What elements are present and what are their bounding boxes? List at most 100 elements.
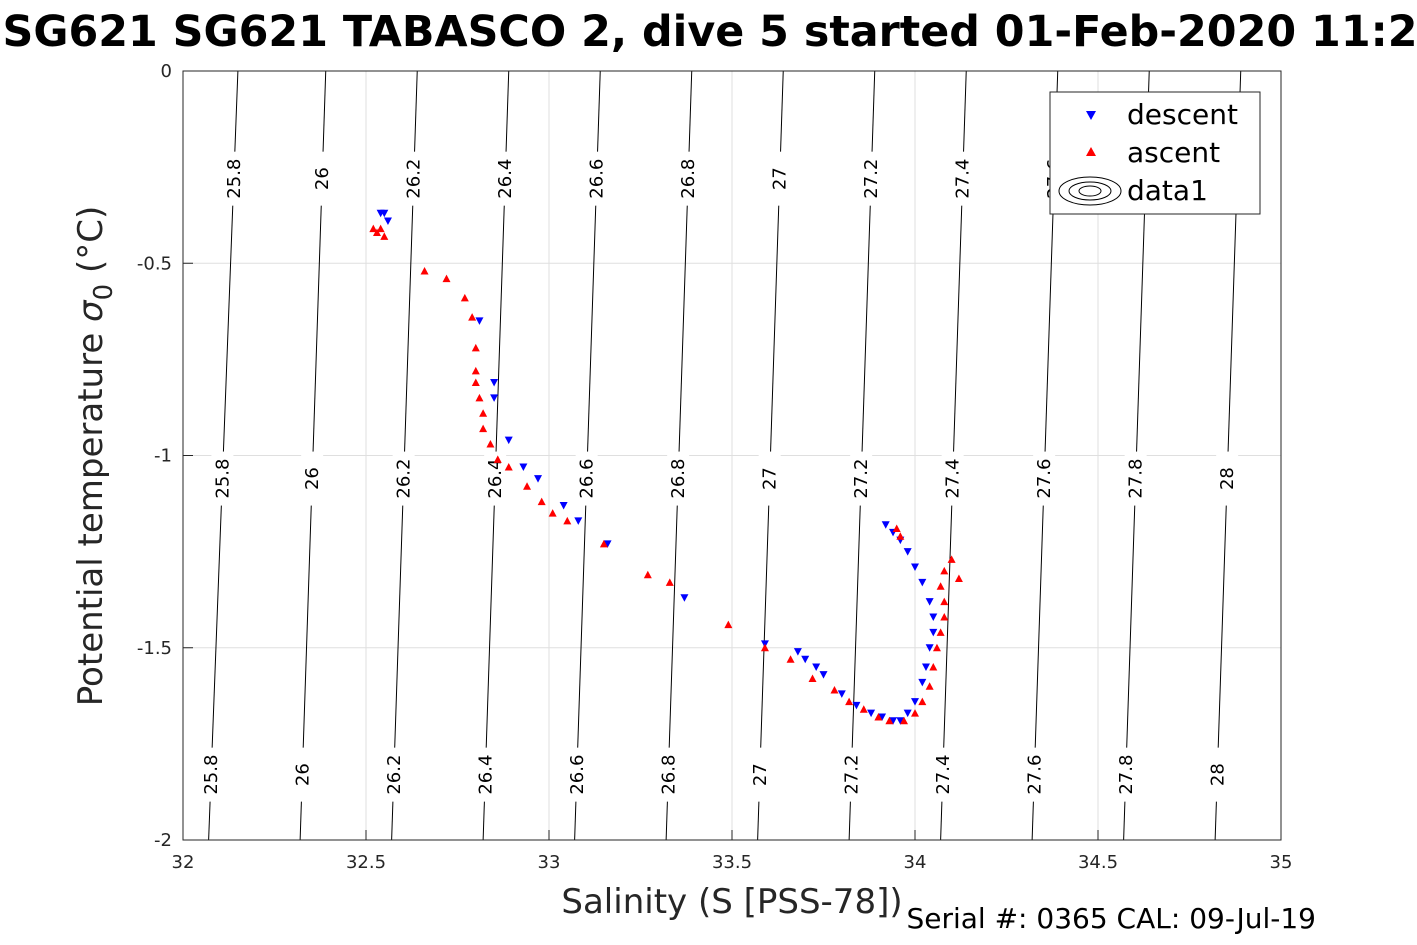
- descent-point: [793, 648, 802, 656]
- contour-label: 28: [1207, 763, 1228, 786]
- contour-label-gap: [565, 747, 588, 802]
- x-tick-label: 34: [904, 852, 927, 873]
- descent-point: [801, 655, 810, 664]
- descent-point: [852, 701, 861, 710]
- contour-label-gap: [941, 451, 964, 506]
- ascent-point: [442, 274, 451, 283]
- contour-label-gap: [1124, 451, 1147, 506]
- y-axis-label-main: Potential temperature: [71, 322, 111, 706]
- contour-label-gap: [860, 151, 883, 206]
- ascent-point: [479, 424, 488, 433]
- descent-point: [519, 463, 528, 472]
- y-axis-label-unit: (°C): [71, 206, 111, 284]
- chart-title: SG621 SG621 TABASCO 2, dive 5 started 01…: [3, 7, 1417, 57]
- contour-label-gap: [931, 747, 954, 802]
- descent-point: [490, 378, 499, 387]
- y-tick-label: 0: [161, 61, 172, 82]
- contour-label: 25.8: [224, 159, 245, 199]
- descent-point: [896, 717, 905, 725]
- ascent-point: [885, 716, 894, 725]
- contour-label-gap: [484, 451, 507, 506]
- ascent-point: [479, 409, 488, 417]
- contour-label-gap: [402, 151, 425, 206]
- contour-label-gap: [474, 747, 497, 802]
- x-tick-label: 33: [538, 852, 561, 873]
- ascent-point: [940, 612, 949, 621]
- descent-point: [889, 717, 898, 725]
- descent-point: [878, 713, 887, 721]
- contour-label-gap: [311, 151, 334, 206]
- contour-label: 27.2: [841, 755, 862, 795]
- ascent-point: [460, 293, 469, 302]
- ascent-point: [548, 509, 557, 517]
- descent-point: [929, 613, 938, 621]
- y-tick-label: -2: [154, 830, 172, 851]
- ascent-point: [523, 482, 532, 490]
- ascent-point: [471, 378, 480, 386]
- x-tick-label: 32.5: [346, 852, 386, 873]
- contour-label: 27: [760, 467, 781, 490]
- contour-label: 27.4: [943, 459, 964, 499]
- contour-label-gap: [211, 451, 234, 506]
- ascent-point: [760, 643, 769, 652]
- x-tick-label: 35: [1270, 852, 1293, 873]
- x-axis: 32 32.5 33 33.5 34 34.5 35: [172, 830, 1293, 873]
- contour-label: 26: [292, 763, 313, 786]
- contour-label: 26.4: [475, 755, 496, 795]
- legend-descent-label: descent: [1127, 98, 1238, 131]
- contour-label: 25.8: [201, 755, 222, 795]
- y-tick-label: -0.5: [137, 253, 172, 274]
- contour-label-gap: [291, 747, 314, 802]
- ascent-point: [475, 393, 484, 402]
- contour-label: 27.2: [861, 159, 882, 199]
- contour-label-gap: [382, 747, 405, 802]
- contour-label: 26.4: [485, 459, 506, 499]
- ascent-point: [376, 224, 385, 233]
- contour-label: 26.2: [404, 159, 425, 199]
- contour-label: 27.8: [1126, 459, 1147, 499]
- ascent-point: [493, 455, 502, 463]
- descent-point: [911, 563, 919, 572]
- ascent-point: [929, 662, 938, 671]
- contour-label-gap: [494, 151, 517, 206]
- contour-label-gap: [768, 151, 791, 206]
- ascent-point: [845, 697, 854, 706]
- contour-label: 26.4: [495, 159, 516, 199]
- ascent-point: [380, 232, 389, 240]
- contour-label-gap: [200, 747, 223, 802]
- contour-label: 26.2: [394, 459, 415, 499]
- ascent-point: [918, 697, 927, 706]
- ascent-point: [471, 366, 480, 375]
- contour-label: 27.2: [851, 459, 872, 499]
- descent-point: [903, 709, 912, 718]
- descent-point: [925, 598, 934, 606]
- contour-label-gap: [1023, 747, 1046, 802]
- descent-point: [680, 594, 689, 602]
- contour-label: 27.4: [953, 159, 974, 199]
- descent-point: [383, 217, 392, 225]
- x-tick-label: 34.5: [1078, 852, 1118, 873]
- contour-label-gap: [1033, 451, 1056, 506]
- ascent-point: [537, 497, 546, 506]
- contour-label: 26.6: [567, 755, 588, 795]
- contour-label-gap: [575, 451, 598, 506]
- ascent-point: [486, 439, 495, 448]
- ascent-point: [940, 566, 949, 575]
- contour-label-gap: [677, 151, 700, 206]
- serial-cal-footer: Serial #: 0365 CAL: 09-Jul-19: [906, 902, 1316, 935]
- descent-point: [918, 678, 927, 687]
- contour-label: 27.6: [1024, 755, 1045, 795]
- density-contours: 25.8 26 26.2 26.4 26.6 26.8 27 27.2 27.4 27.6 25.8…: [200, 70, 1242, 841]
- data-points: [369, 209, 963, 725]
- descent-point: [819, 671, 828, 679]
- ascent-point: [563, 516, 572, 525]
- legend: descent ascent data1: [1049, 91, 1261, 215]
- legend-data1-label: data1: [1127, 174, 1208, 207]
- ascent-point: [900, 716, 909, 725]
- ascent-point: [369, 224, 378, 233]
- descent-point: [574, 517, 583, 525]
- ascent-point: [874, 712, 883, 721]
- ascent-point: [786, 655, 795, 663]
- contour-label-gap: [840, 747, 863, 802]
- descent-point: [534, 475, 543, 483]
